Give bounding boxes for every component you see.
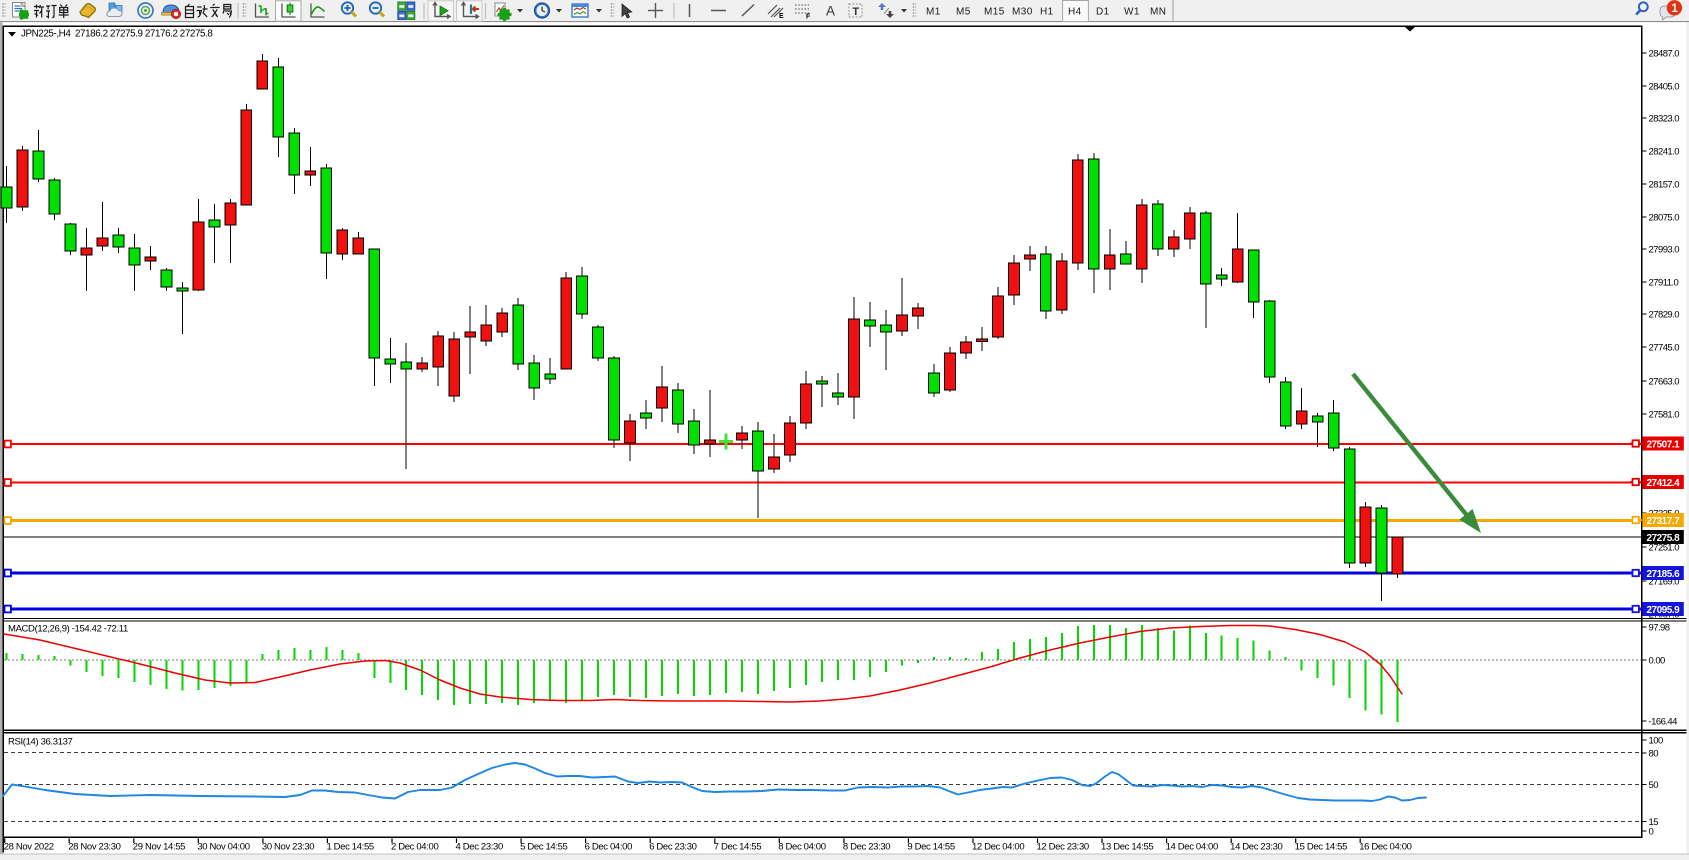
svg-text:97.98: 97.98 — [1649, 622, 1670, 633]
svg-text:27581.0: 27581.0 — [1649, 409, 1680, 420]
svg-text:28487.0: 28487.0 — [1649, 48, 1680, 59]
svg-text:16 Dec 04:00: 16 Dec 04:00 — [1359, 842, 1411, 853]
svg-text:15: 15 — [1649, 817, 1659, 828]
svg-text:A: A — [826, 4, 835, 19]
svg-text:30 Nov 04:00: 30 Nov 04:00 — [197, 842, 249, 853]
svg-text:14 Dec 04:00: 14 Dec 04:00 — [1166, 842, 1218, 853]
svg-text:27169.0: 27169.0 — [1649, 576, 1680, 587]
svg-text:14 Dec 23:30: 14 Dec 23:30 — [1230, 842, 1282, 853]
svg-text:27663.0: 27663.0 — [1649, 376, 1680, 387]
svg-text:27412.4: 27412.4 — [1647, 478, 1681, 489]
svg-text:28 Nov 2022: 28 Nov 2022 — [4, 842, 54, 853]
svg-text:7 Dec 14:55: 7 Dec 14:55 — [714, 842, 761, 853]
svg-text:1 Dec 14:55: 1 Dec 14:55 — [326, 842, 373, 853]
svg-text:H1: H1 — [1040, 6, 1054, 17]
svg-text:RSI(14) 36.3137: RSI(14) 36.3137 — [8, 737, 73, 748]
svg-text:100: 100 — [1649, 735, 1663, 746]
svg-text:5 Dec 14:55: 5 Dec 14:55 — [520, 842, 567, 853]
svg-text:27829.0: 27829.0 — [1649, 309, 1680, 320]
svg-text:27911.0: 27911.0 — [1649, 277, 1679, 288]
svg-text:6 Dec 04:00: 6 Dec 04:00 — [585, 842, 632, 853]
svg-text:27185.6: 27185.6 — [1647, 569, 1681, 580]
svg-text:JPN225-,H4 27186.2 27275.9 27: JPN225-,H4 27186.2 27275.9 27176.2 27275… — [21, 29, 213, 40]
svg-text:27507.1: 27507.1 — [1647, 439, 1681, 450]
svg-text:MACD(12,26,9) -154.42 -72.11: MACD(12,26,9) -154.42 -72.11 — [8, 624, 128, 635]
svg-text:T: T — [852, 6, 859, 18]
svg-text:0: 0 — [1649, 826, 1654, 837]
svg-text:0.00: 0.00 — [1649, 655, 1666, 666]
svg-text:13 Dec 14:55: 13 Dec 14:55 — [1101, 842, 1153, 853]
svg-text:8 Dec 04:00: 8 Dec 04:00 — [778, 842, 825, 853]
svg-text:28157.0: 28157.0 — [1649, 179, 1680, 190]
svg-text:15 Dec 14:55: 15 Dec 14:55 — [1295, 842, 1347, 853]
svg-text:28075.0: 28075.0 — [1649, 212, 1680, 223]
svg-text:28323.0: 28323.0 — [1649, 113, 1680, 124]
svg-text:F: F — [806, 14, 811, 21]
svg-text:12 Dec 04:00: 12 Dec 04:00 — [972, 842, 1024, 853]
svg-text:1: 1 — [1671, 3, 1678, 15]
svg-text:27275.8: 27275.8 — [1647, 533, 1681, 544]
svg-text:50: 50 — [1649, 780, 1659, 791]
svg-text:4 Dec 23:30: 4 Dec 23:30 — [456, 842, 503, 853]
svg-text:27251.0: 27251.0 — [1649, 542, 1680, 553]
svg-text:30 Nov 23:30: 30 Nov 23:30 — [262, 842, 314, 853]
svg-text:27993.0: 27993.0 — [1649, 244, 1680, 255]
svg-text:D1: D1 — [1096, 6, 1110, 17]
svg-text:27095.9: 27095.9 — [1647, 605, 1681, 616]
svg-text:H4: H4 — [1068, 6, 1082, 17]
svg-text:29 Nov 14:55: 29 Nov 14:55 — [133, 842, 185, 853]
svg-text:MN: MN — [1150, 6, 1166, 17]
svg-text:2 Dec 04:00: 2 Dec 04:00 — [391, 842, 438, 853]
svg-text:12 Dec 23:30: 12 Dec 23:30 — [1037, 842, 1089, 853]
svg-text:27317.7: 27317.7 — [1647, 516, 1681, 527]
svg-text:8 Dec 23:30: 8 Dec 23:30 — [843, 842, 890, 853]
svg-text:E: E — [779, 13, 784, 20]
svg-text:28405.0: 28405.0 — [1649, 81, 1680, 92]
svg-text:9 Dec 14:55: 9 Dec 14:55 — [907, 842, 954, 853]
svg-text:28 Nov 23:30: 28 Nov 23:30 — [68, 842, 120, 853]
svg-text:W1: W1 — [1124, 6, 1140, 17]
svg-text:M1: M1 — [926, 6, 941, 17]
svg-text:M15: M15 — [984, 6, 1005, 17]
svg-text:27745.0: 27745.0 — [1649, 342, 1680, 353]
svg-text:6 Dec 23:30: 6 Dec 23:30 — [649, 842, 696, 853]
svg-text:28241.0: 28241.0 — [1649, 146, 1680, 157]
svg-text:-166.44: -166.44 — [1649, 716, 1678, 727]
svg-text:M5: M5 — [956, 6, 971, 17]
svg-text:M30: M30 — [1012, 6, 1033, 17]
svg-text:80: 80 — [1649, 748, 1659, 759]
